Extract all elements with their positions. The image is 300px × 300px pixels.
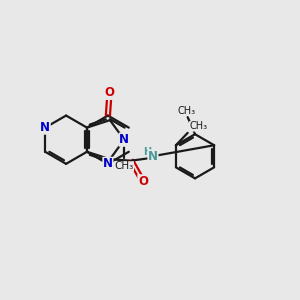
Text: CH₃: CH₃ bbox=[177, 106, 195, 116]
Text: N: N bbox=[40, 121, 50, 134]
Text: CH₃: CH₃ bbox=[189, 122, 207, 131]
Text: N: N bbox=[148, 150, 158, 163]
Text: N: N bbox=[103, 157, 113, 170]
Text: O: O bbox=[138, 175, 148, 188]
Text: N: N bbox=[119, 133, 129, 146]
Text: O: O bbox=[104, 86, 114, 99]
Text: H: H bbox=[143, 147, 151, 157]
Text: CH₃: CH₃ bbox=[115, 161, 134, 172]
